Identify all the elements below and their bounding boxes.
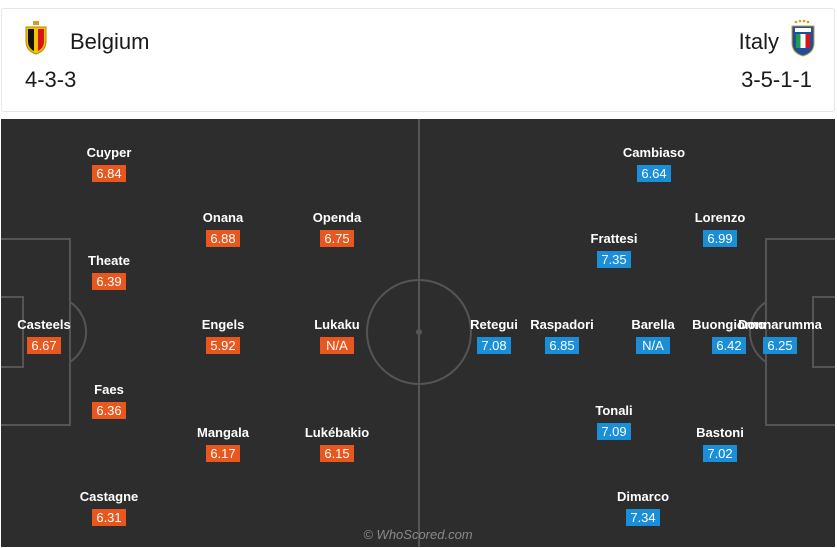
italy-crest-icon bbox=[791, 19, 815, 57]
football-pitch: Cuyper 6.84 Onana 6.88 Openda 6.75 Theat… bbox=[1, 119, 835, 547]
player-rating: 5.92 bbox=[206, 337, 240, 354]
player-onana[interactable]: Onana 6.88 bbox=[163, 210, 283, 248]
player-name: Barella bbox=[631, 317, 675, 332]
match-header: Belgium 4-3-3 Italy 3-5-1-1 bbox=[1, 8, 835, 112]
player-rating: 6.31 bbox=[92, 509, 126, 526]
player-cuyper[interactable]: Cuyper 6.84 bbox=[49, 145, 169, 183]
player-rating: 7.34 bbox=[626, 509, 660, 526]
player-rating: 6.67 bbox=[27, 337, 61, 354]
player-lukebakio[interactable]: Lukébakio 6.15 bbox=[277, 425, 397, 463]
player-name: Castagne bbox=[79, 489, 139, 504]
player-name: Lukaku bbox=[314, 317, 360, 332]
player-name: Bastoni bbox=[696, 425, 744, 440]
player-name: Casteels bbox=[17, 317, 71, 332]
player-name: Retegui bbox=[470, 317, 518, 332]
player-rating: 6.64 bbox=[637, 165, 671, 182]
player-dimarco[interactable]: Dimarco 7.34 bbox=[583, 489, 703, 527]
player-rating: 6.75 bbox=[320, 230, 354, 247]
player-engels[interactable]: Engels 5.92 bbox=[163, 317, 283, 355]
belgium-crest-icon bbox=[25, 21, 47, 55]
player-rating: 6.17 bbox=[206, 445, 240, 462]
player-rating: 6.15 bbox=[320, 445, 354, 462]
player-rating: 6.36 bbox=[92, 402, 126, 419]
player-cambiaso[interactable]: Cambiaso 6.64 bbox=[594, 145, 714, 183]
player-name: Mangala bbox=[196, 425, 249, 440]
player-rating: 7.09 bbox=[597, 423, 631, 440]
player-name: Openda bbox=[312, 210, 362, 225]
player-name: Frattesi bbox=[590, 231, 638, 246]
player-name: Donnarumma bbox=[738, 317, 822, 332]
player-theate[interactable]: Theate 6.39 bbox=[49, 253, 169, 291]
player-rating: 6.99 bbox=[703, 230, 737, 247]
player-rating: 6.42 bbox=[712, 337, 746, 354]
player-frattesi[interactable]: Frattesi 7.35 bbox=[554, 231, 674, 269]
player-name: Cambiaso bbox=[622, 145, 686, 160]
player-rating: 6.25 bbox=[763, 337, 797, 354]
player-name: Raspadori bbox=[530, 317, 594, 332]
player-name: Dimarco bbox=[616, 489, 670, 504]
home-team-name[interactable]: Belgium bbox=[70, 29, 150, 54]
away-formation: 3-5-1-1 bbox=[741, 67, 812, 92]
player-buongiorno[interactable]: Buongiorno 6.42 bbox=[669, 317, 789, 355]
player-barella[interactable]: Barella N/A bbox=[593, 317, 713, 355]
player-donnarumma[interactable]: Donnarumma 6.25 bbox=[720, 317, 835, 355]
player-name: Lorenzo bbox=[694, 210, 746, 225]
player-raspadori[interactable]: Raspadori 6.85 bbox=[502, 317, 622, 355]
whoscored-watermark: © WhoScored.com bbox=[363, 527, 473, 542]
player-name: Faes bbox=[94, 382, 124, 397]
player-retegui[interactable]: Retegui 7.08 bbox=[434, 317, 554, 355]
player-castagne[interactable]: Castagne 6.31 bbox=[49, 489, 169, 527]
player-name: Engels bbox=[201, 317, 245, 332]
player-rating: 6.88 bbox=[206, 230, 240, 247]
player-lorenzo[interactable]: Lorenzo 6.99 bbox=[660, 210, 780, 248]
player-rating: 6.39 bbox=[92, 273, 126, 290]
player-name: Tonali bbox=[595, 403, 633, 418]
player-tonali[interactable]: Tonali 7.09 bbox=[554, 403, 674, 441]
player-rating: 7.02 bbox=[703, 445, 737, 462]
player-bastoni[interactable]: Bastoni 7.02 bbox=[660, 425, 780, 463]
player-faes[interactable]: Faes 6.36 bbox=[49, 382, 169, 420]
player-name: Cuyper bbox=[86, 145, 132, 160]
player-rating: 6.85 bbox=[545, 337, 579, 354]
player-name: Lukébakio bbox=[304, 425, 370, 440]
home-formation: 4-3-3 bbox=[25, 67, 77, 92]
player-openda[interactable]: Openda 6.75 bbox=[277, 210, 397, 248]
player-rating: N/A bbox=[636, 337, 670, 354]
player-mangala[interactable]: Mangala 6.17 bbox=[163, 425, 283, 463]
player-name: Theate bbox=[88, 253, 130, 268]
player-lukaku[interactable]: Lukaku N/A bbox=[277, 317, 397, 355]
player-casteels[interactable]: Casteels 6.67 bbox=[1, 317, 104, 355]
player-rating: N/A bbox=[320, 337, 354, 354]
player-name: Onana bbox=[202, 210, 244, 225]
player-rating: 6.84 bbox=[92, 165, 126, 182]
player-name: Buongiorno bbox=[692, 317, 766, 332]
away-team-name[interactable]: Italy bbox=[738, 29, 779, 54]
pitch-markings bbox=[1, 119, 835, 547]
player-rating: 7.35 bbox=[597, 251, 631, 268]
player-rating: 7.08 bbox=[477, 337, 511, 354]
